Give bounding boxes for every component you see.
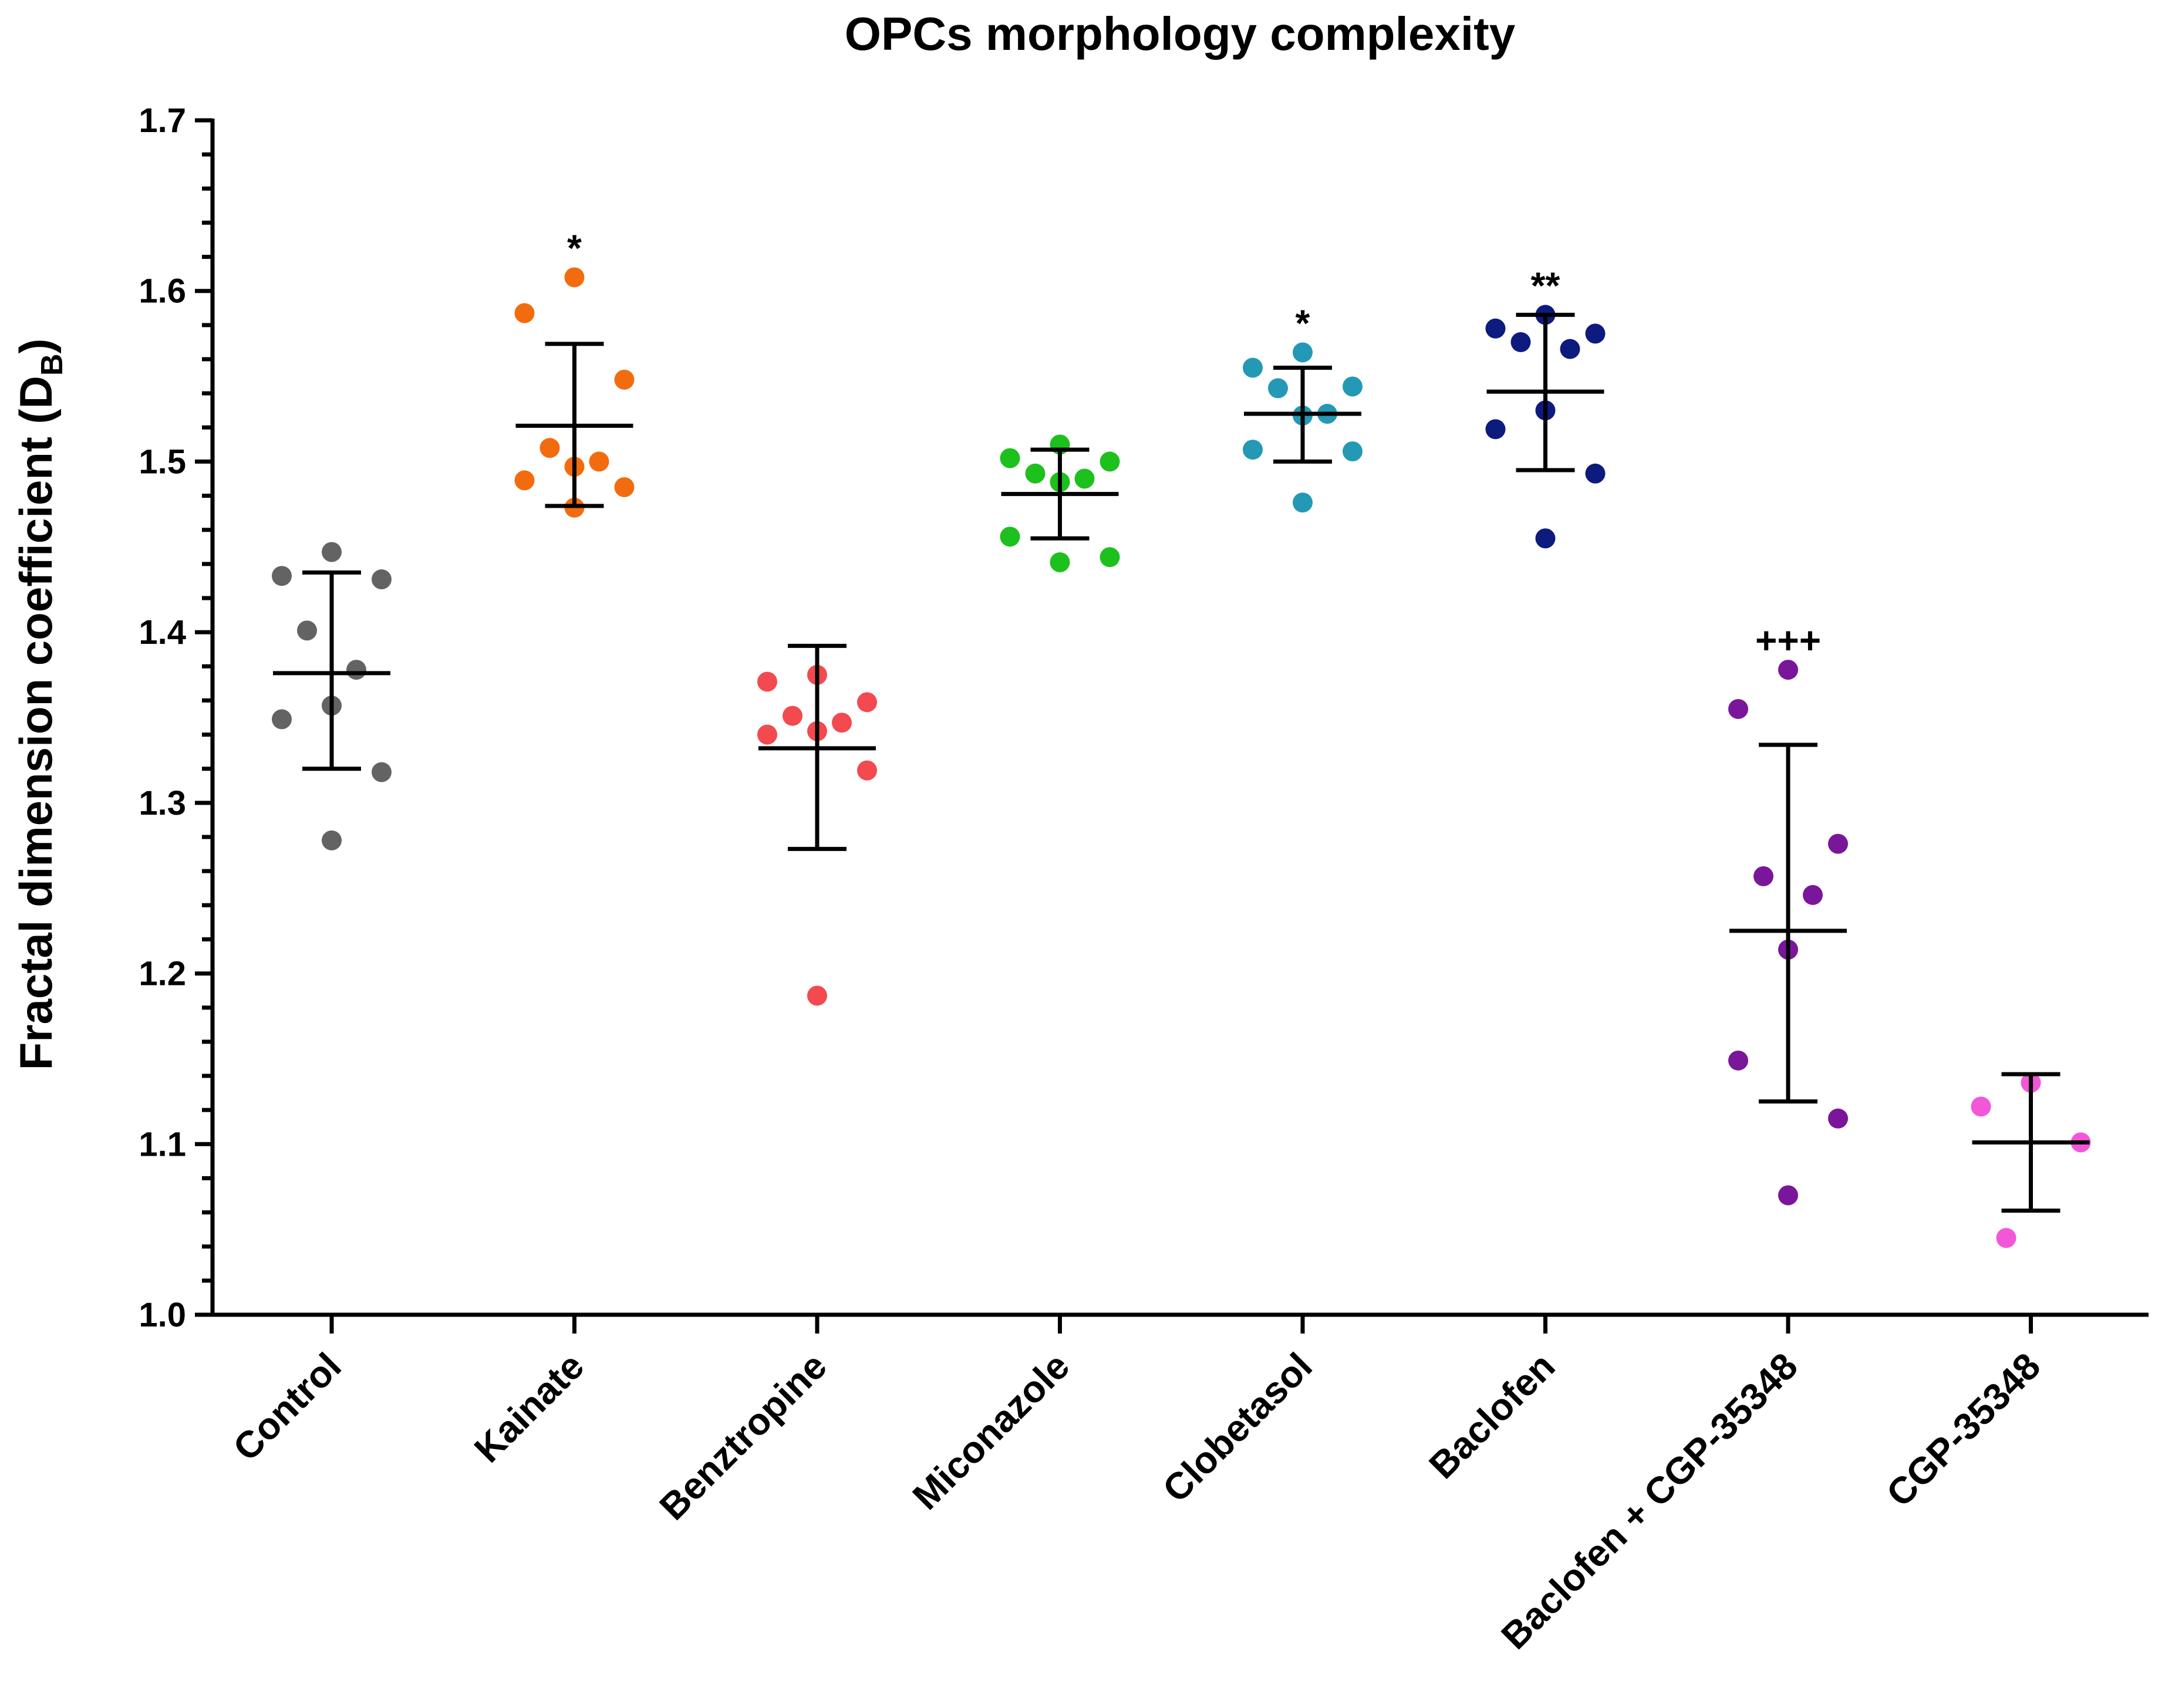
y-tick-label: 1.3 [139, 784, 186, 822]
series-group: ** [1485, 264, 1606, 549]
series-group: * [1243, 302, 1363, 513]
data-point [1585, 463, 1606, 484]
data-point [1025, 463, 1046, 484]
data-point [322, 830, 342, 850]
y-tick-label: 1.1 [139, 1125, 186, 1163]
data-point [1074, 468, 1095, 489]
y-tick-label: 1.4 [139, 613, 186, 652]
data-point [564, 267, 585, 288]
series-group [757, 643, 877, 1006]
data-point [1000, 448, 1020, 468]
data-point [1828, 833, 1848, 854]
data-point [539, 438, 560, 458]
x-tick-label: Benztropine [652, 1345, 835, 1528]
data-point [832, 713, 852, 733]
x-tick-label: CGP-35348 [1879, 1345, 2049, 1515]
y-tick-label: 1.5 [139, 443, 186, 481]
data-point [757, 724, 777, 745]
significance-annotation: ** [1531, 264, 1560, 306]
data-point [1485, 419, 1506, 440]
y-tick-label: 1.7 [139, 102, 186, 140]
data-point [372, 762, 392, 782]
data-point [1753, 866, 1773, 886]
data-point [614, 369, 635, 390]
significance-annotation: * [1296, 302, 1310, 344]
data-point [1510, 332, 1531, 352]
y-axis-label-main: Fractal dimension coefficient (D [10, 376, 62, 1070]
x-tick-label: Baclofen [1421, 1345, 1563, 1487]
significance-annotation: * [567, 227, 582, 269]
data-point [272, 566, 292, 586]
axes: 1.0 1.1 1.2 1.3 1.4 1.5 1.6 1.7 Control Kainate Be… [139, 102, 2149, 1658]
series-group: * [514, 227, 635, 518]
data-point [1535, 528, 1556, 549]
data-point [1585, 323, 1606, 344]
data-point [1268, 378, 1288, 399]
y-tick-label: 1.0 [139, 1296, 186, 1334]
y-axis-label-close: ) [10, 339, 62, 354]
data-point [1560, 339, 1580, 359]
data-point [1343, 376, 1363, 397]
x-tick-label: Clobetasol [1155, 1345, 1320, 1510]
data-point [1100, 547, 1120, 568]
data-point [297, 620, 317, 641]
x-tick-label: Control [225, 1345, 349, 1469]
data-point [807, 985, 827, 1006]
data-point [1778, 660, 1798, 680]
data-point [514, 470, 535, 491]
data-point [1728, 698, 1748, 719]
data-point [514, 303, 535, 323]
data-point [589, 451, 609, 472]
data-point [1778, 1185, 1798, 1206]
data-point [272, 709, 292, 730]
data-point [1243, 357, 1263, 378]
significance-annotation: +++ [1755, 619, 1821, 661]
data-point [1803, 885, 1823, 905]
data-point [372, 569, 392, 590]
y-tick-label: 1.6 [139, 272, 186, 310]
data-point [1243, 440, 1263, 460]
x-tick-label: Kainate [466, 1345, 592, 1470]
data-point [1971, 1096, 1991, 1117]
data-point [1485, 318, 1506, 339]
series-group [1000, 434, 1120, 572]
chart-title: OPCs morphology complexity [845, 8, 1516, 60]
data-point [1996, 1228, 2016, 1248]
y-axis-label: Fractal dimension coefficient (DB) [10, 339, 69, 1071]
data-point [1100, 451, 1120, 472]
data-point [857, 760, 877, 781]
data-point [1828, 1108, 1848, 1129]
data-point [783, 706, 802, 726]
series-group [1971, 1072, 2091, 1248]
y-tick-label: 1.2 [139, 955, 186, 993]
x-tick-label: Miconazole [905, 1345, 1078, 1518]
data-point [346, 660, 366, 680]
series-group: +++ [1728, 619, 1848, 1206]
data-marks: ****+++ [272, 227, 2091, 1248]
data-point [1293, 492, 1313, 513]
y-axis-label-subscript: B [35, 354, 69, 376]
data-point [757, 671, 777, 692]
data-point [1050, 552, 1070, 572]
data-point [1728, 1050, 1748, 1071]
data-point [1293, 342, 1313, 363]
series-group [272, 542, 392, 850]
data-point [857, 692, 877, 713]
data-point [1343, 441, 1363, 461]
data-point [614, 477, 635, 498]
data-point [322, 542, 342, 562]
data-point [1000, 526, 1020, 547]
